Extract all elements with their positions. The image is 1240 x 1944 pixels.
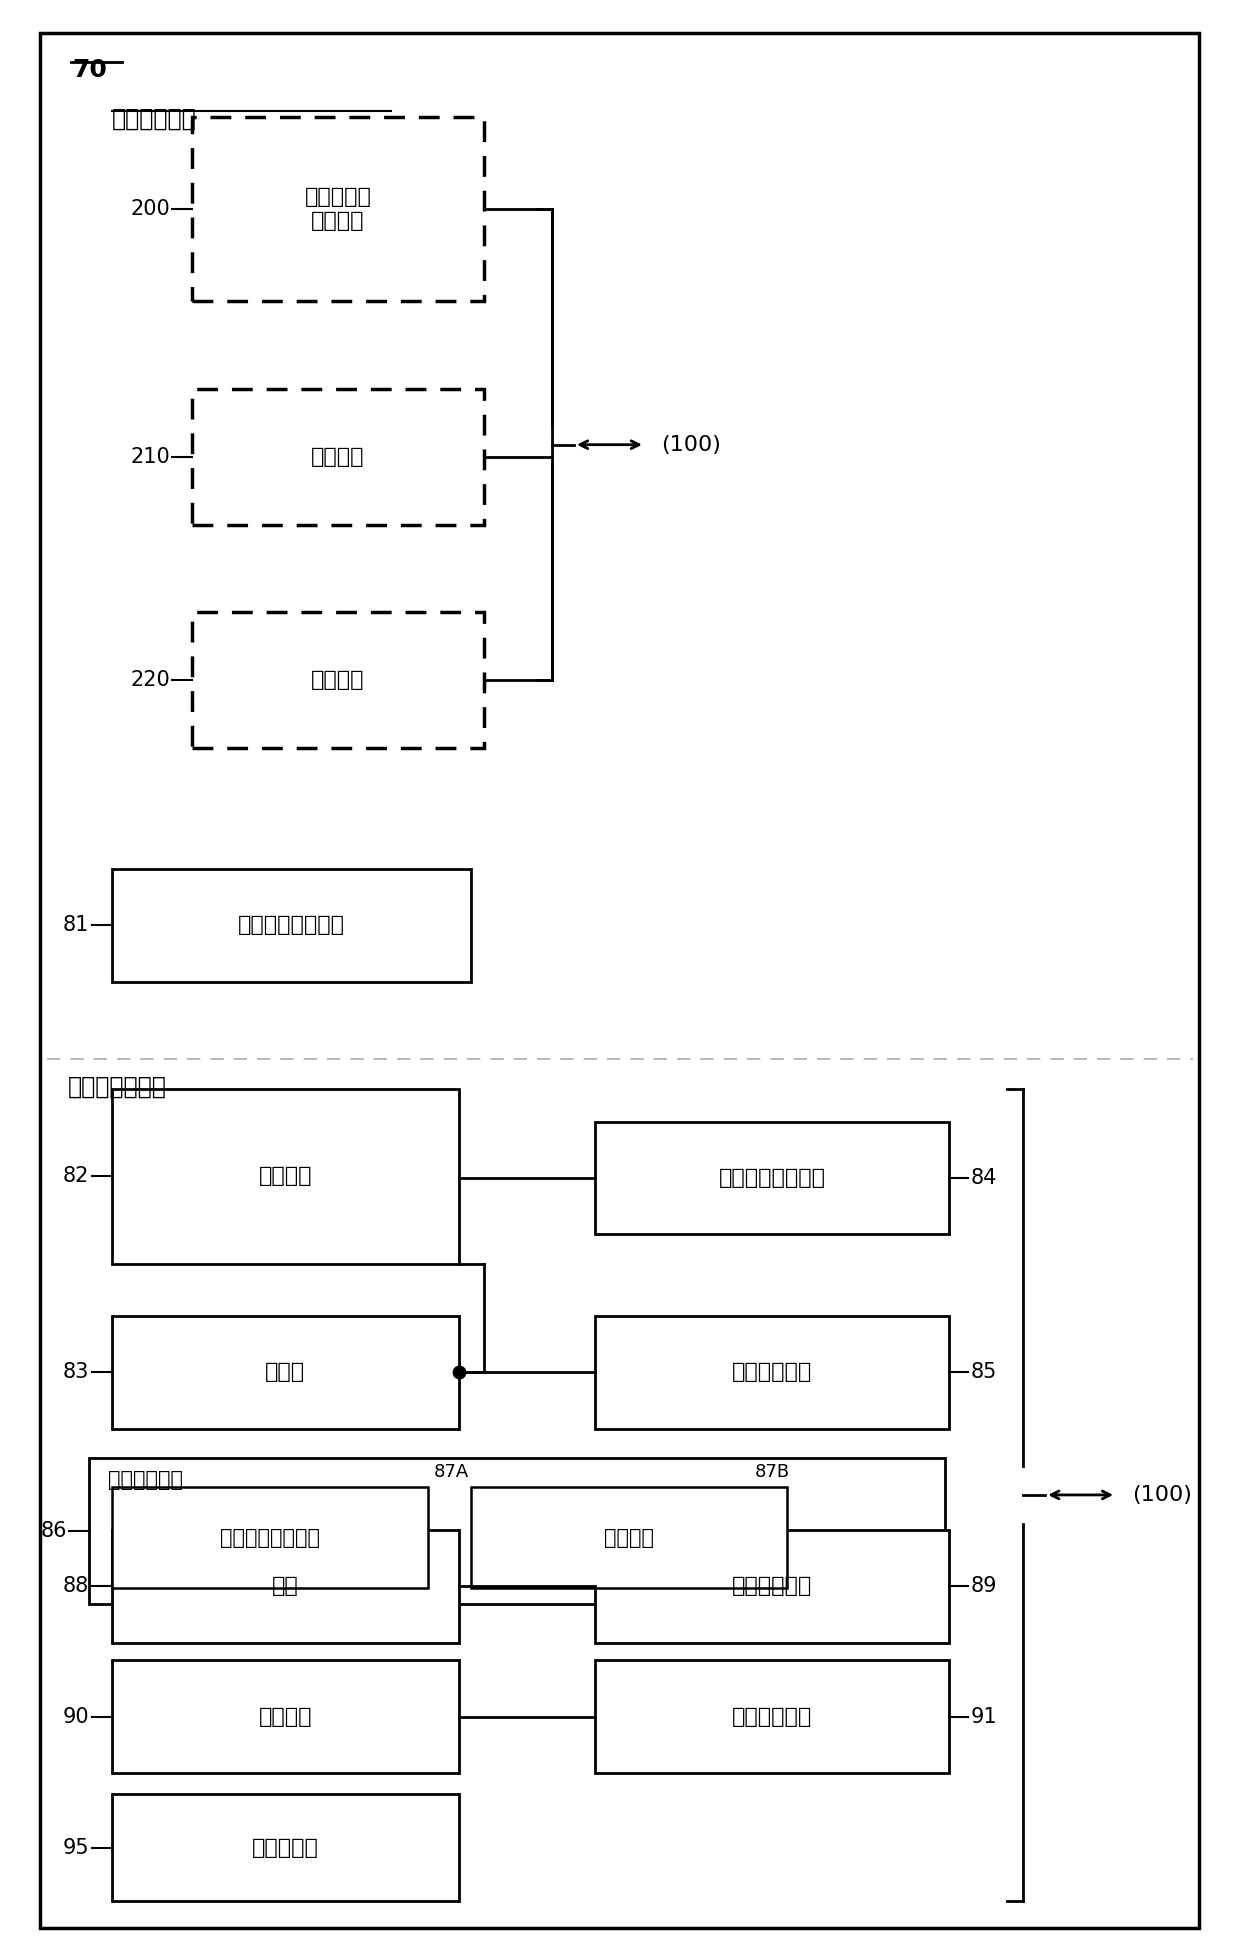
Text: 87A: 87A bbox=[434, 1464, 469, 1481]
Text: 内容播放装置: 内容播放装置 bbox=[732, 1363, 812, 1382]
Bar bbox=[112, 1316, 459, 1429]
Text: (100): (100) bbox=[1132, 1485, 1192, 1505]
Text: 转向开关: 转向开关 bbox=[604, 1528, 655, 1547]
Text: 89: 89 bbox=[971, 1577, 997, 1596]
Text: 座椅: 座椅 bbox=[272, 1577, 299, 1596]
Text: 各种操作开关: 各种操作开关 bbox=[108, 1470, 182, 1489]
Bar bbox=[595, 1660, 949, 1773]
Text: 95: 95 bbox=[63, 1837, 89, 1858]
Text: 行驶驱动力
输出装置: 行驶驱动力 输出装置 bbox=[305, 187, 371, 231]
Text: 200: 200 bbox=[130, 198, 170, 220]
Bar bbox=[471, 1487, 787, 1588]
Bar bbox=[595, 1530, 949, 1643]
Text: 82: 82 bbox=[63, 1166, 89, 1186]
Bar bbox=[112, 1487, 428, 1588]
Text: 转向装置: 转向装置 bbox=[311, 447, 365, 467]
Bar bbox=[112, 1089, 459, 1264]
Text: 81: 81 bbox=[63, 916, 89, 935]
Bar bbox=[112, 1660, 459, 1773]
Text: 扬声器: 扬声器 bbox=[265, 1363, 305, 1382]
Bar bbox=[192, 612, 484, 748]
Text: 显示装置: 显示装置 bbox=[258, 1166, 312, 1186]
Text: 车室内相机: 车室内相机 bbox=[252, 1837, 319, 1858]
Bar bbox=[192, 117, 484, 301]
Text: (100): (100) bbox=[661, 435, 720, 455]
Text: 车窗玻璃: 车窗玻璃 bbox=[258, 1707, 312, 1726]
Text: 制动装置: 制动装置 bbox=[311, 671, 365, 690]
Text: 220: 220 bbox=[130, 671, 170, 690]
Bar bbox=[192, 389, 484, 525]
FancyBboxPatch shape bbox=[40, 33, 1199, 1928]
Text: 210: 210 bbox=[130, 447, 170, 467]
Text: 90: 90 bbox=[63, 1707, 89, 1726]
Text: 84: 84 bbox=[971, 1168, 997, 1188]
Text: 88: 88 bbox=[63, 1577, 89, 1596]
Text: 86: 86 bbox=[41, 1520, 67, 1542]
Text: 83: 83 bbox=[63, 1363, 89, 1382]
Text: 其他驾驶操作器件: 其他驾驶操作器件 bbox=[238, 916, 345, 935]
Text: 70: 70 bbox=[72, 58, 107, 82]
Text: 87B: 87B bbox=[755, 1464, 790, 1481]
Text: 车窗驱动装置: 车窗驱动装置 bbox=[732, 1707, 812, 1726]
Text: 驾驶操作系统: 驾驶操作系统 bbox=[112, 107, 196, 130]
Text: 91: 91 bbox=[971, 1707, 997, 1726]
Bar bbox=[595, 1122, 949, 1234]
Bar bbox=[595, 1316, 949, 1429]
Text: 85: 85 bbox=[971, 1363, 997, 1382]
Bar bbox=[112, 1794, 459, 1901]
Bar bbox=[112, 869, 471, 982]
Text: 座椅驱动装置: 座椅驱动装置 bbox=[732, 1577, 812, 1596]
Text: 自动驾驶切换开关: 自动驾驶切换开关 bbox=[219, 1528, 320, 1547]
Text: 接触操作检测装置: 接触操作检测装置 bbox=[718, 1168, 826, 1188]
Text: 非驾驶操作系统: 非驾驶操作系统 bbox=[68, 1075, 167, 1098]
Bar bbox=[112, 1530, 459, 1643]
Bar bbox=[89, 1458, 945, 1604]
